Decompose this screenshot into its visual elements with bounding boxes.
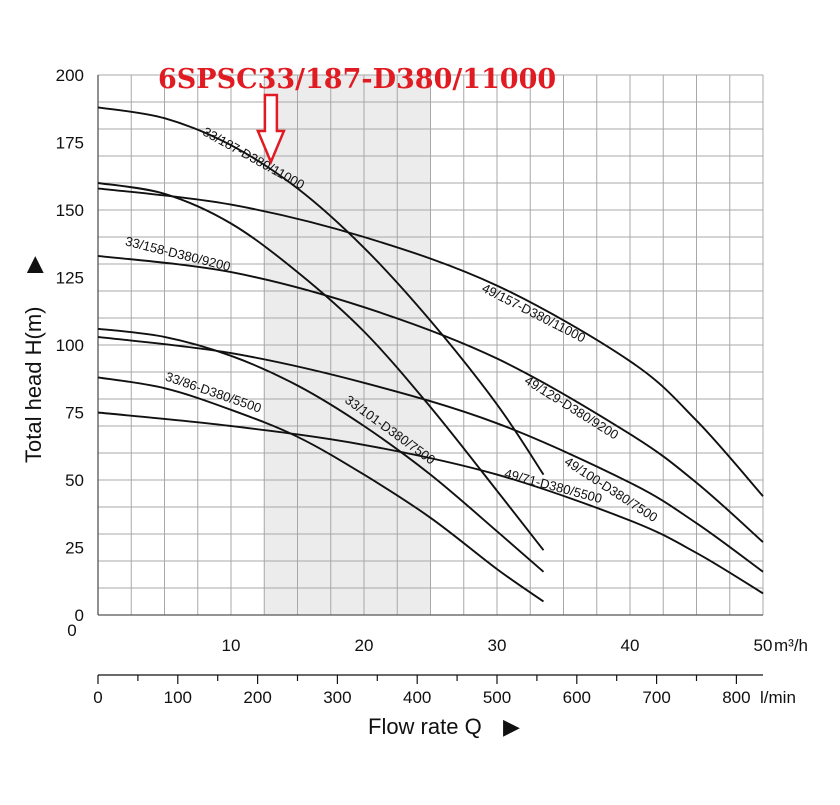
y-tick-label: 200: [56, 66, 84, 85]
curve-label: 49/129-D380/9200: [522, 373, 621, 443]
pump-curves: [97, 106, 764, 603]
y-tick-label: 0: [75, 606, 84, 625]
highlight-arrow-icon: [256, 93, 286, 166]
x-tick-label-m3h: 20: [355, 636, 374, 655]
x-tick-labels-lmin: 0 100 200 300 400 500 600 700 800: [93, 674, 763, 707]
pump-curve-7: [97, 335, 764, 573]
x-tick-label-lmin: 0: [93, 688, 102, 707]
x-tick-label-lmin: 400: [403, 688, 431, 707]
x-tick-label-lmin: 200: [243, 688, 271, 707]
x-tick-label-origin: 0: [67, 621, 76, 640]
y-tick-label: 125: [56, 269, 84, 288]
x-tick-label-lmin: 600: [563, 688, 591, 707]
y-tick-label: 75: [65, 404, 84, 423]
x-tick-label-lmin: 300: [323, 688, 351, 707]
model-highlight-title: 6SPSC33/187-D380/11000: [158, 64, 556, 95]
x-unit-lmin: l/min: [760, 688, 796, 707]
x-axis-arrow-icon: ▶: [503, 714, 520, 739]
pump-curve-5: [97, 187, 764, 497]
x-tick-label-lmin: 100: [164, 688, 192, 707]
pump-curve-3: [97, 327, 545, 573]
y-axis-title: Total head H(m): [21, 306, 46, 463]
curve-label: 33/158-D380/9200: [124, 233, 232, 274]
x-tick-label-lmin: 500: [483, 688, 511, 707]
x-tick-label-lmin: 800: [722, 688, 750, 707]
x-tick-label-lmin: 700: [642, 688, 670, 707]
y-tick-label: 175: [56, 134, 84, 153]
x-tick-label-m3h: 10: [222, 636, 241, 655]
pump-curve-6: [97, 254, 764, 543]
y-tick-label: 150: [56, 201, 84, 220]
curve-label: 49/157-D380/11000: [480, 280, 588, 345]
x-tick-label-m3h: 40: [621, 636, 640, 655]
y-tick-labels: 0 25 50 75 100 125 150 175 200: [56, 66, 84, 625]
y-tick-label: 25: [65, 539, 84, 558]
y-axis-arrow-icon: ▶: [21, 256, 46, 273]
grid: [97, 74, 764, 616]
pump-curve-4: [97, 376, 545, 603]
y-tick-label: 50: [65, 471, 84, 490]
x-axis-title: Flow rate Q: [368, 714, 482, 739]
x-tick-label-m3h: 30: [488, 636, 507, 655]
pump-curve-2: [97, 182, 545, 551]
x-tick-label-m3h: 50: [754, 636, 773, 655]
y-tick-label: 100: [56, 336, 84, 355]
x-unit-m3h: m³/h: [774, 636, 808, 655]
x-tick-labels-m3h: 0 10 20 30 40 50: [67, 621, 772, 655]
pump-curve-1: [97, 106, 545, 476]
pump-curve-8: [97, 411, 764, 595]
